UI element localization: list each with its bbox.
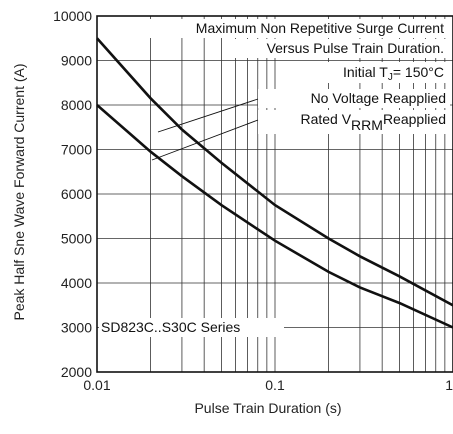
curves-layer <box>96 37 453 329</box>
annotation-series-label: SD823C..S30C Series <box>101 319 240 335</box>
y-tick-label: 4000 <box>61 275 92 291</box>
leader-line-no-voltage <box>157 98 259 133</box>
y-axis-label: Peak Half Sne Wave Forward Current (A) <box>11 63 27 320</box>
annotation-rated-suffix: Reapplied <box>383 111 446 127</box>
annotation-background <box>99 318 284 337</box>
y-tick-label: 9000 <box>61 53 92 69</box>
leader-line-rated <box>151 119 259 161</box>
y-tick-label: 7000 <box>61 142 92 158</box>
y-tick-label: 3000 <box>61 320 92 336</box>
annotation-no-voltage: No Voltage Reapplied <box>311 90 446 106</box>
annotation-background <box>224 39 448 58</box>
annotation-tj-suffix: = 150°C <box>393 64 444 80</box>
annotation-background <box>120 19 448 38</box>
annotation-rated-prefix: Rated V <box>300 111 351 127</box>
annotation-title-line1: Maximum Non Repetitive Surge Current <box>196 20 444 36</box>
y-tick-label: 5000 <box>61 231 92 247</box>
annotation-title-line3: Initial TJ= 150°C <box>343 64 444 83</box>
y-tick-label: 10000 <box>53 8 92 24</box>
annotation-rated-sub: RRM <box>351 117 383 133</box>
y-tick-label: 6000 <box>61 186 92 202</box>
annotation-tj-sub: J <box>388 72 393 83</box>
y-tick-label: 2000 <box>61 364 92 380</box>
annotation-rated: Rated VRRMReapplied <box>300 111 446 133</box>
annotation-title-line2: Versus Pulse Train Duration. <box>267 40 444 56</box>
annotation-background <box>258 110 450 134</box>
y-tick-label: 8000 <box>61 97 92 113</box>
annotation-tj-prefix: Initial T <box>343 64 388 80</box>
x-tick-label: 0.1 <box>265 377 285 393</box>
x-tick-label: 1 <box>445 377 453 393</box>
series-line-1 <box>96 37 453 307</box>
x-axis-label: Pulse Train Duration (s) <box>194 400 341 416</box>
annotation-background <box>258 89 450 108</box>
x-tick-label: 0.01 <box>83 377 110 393</box>
series-line-2 <box>96 104 453 329</box>
ticks-layer: 2000 3000 4000 5000 6000 7000 8000 9000 10000 0.0… <box>53 8 453 393</box>
plot-frame <box>96 15 453 373</box>
annotation-background <box>319 62 447 83</box>
